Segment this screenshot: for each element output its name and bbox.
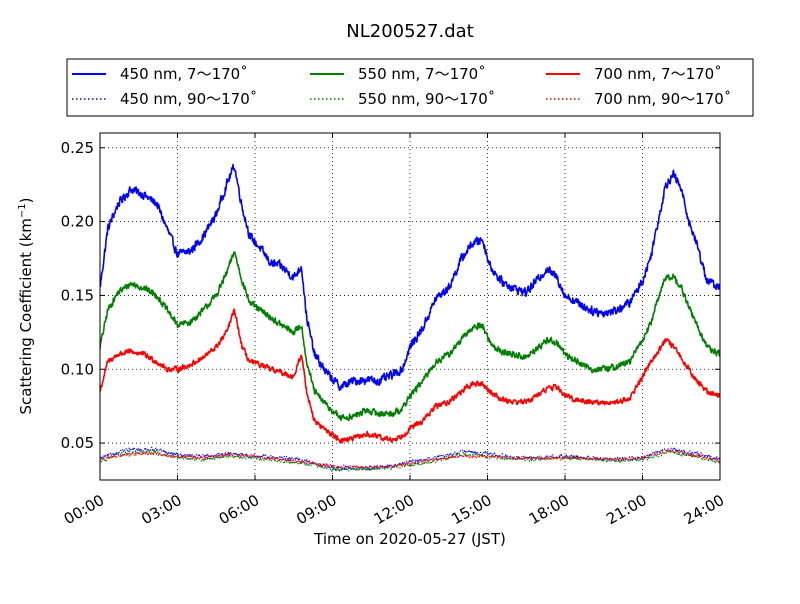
y-axis-label-main: Scattering Coefficient (km	[17, 218, 35, 414]
y-tick-label-2: 0.15	[61, 286, 94, 304]
legend-label-4: 550 nm, 90～170˚	[358, 90, 495, 108]
series-line-5	[100, 448, 720, 470]
y-axis-label: Scattering Coefficient (km−1)	[17, 197, 35, 414]
y-tick-labels: 0.05 0.10 0.15 0.20 0.25	[61, 139, 94, 452]
series-layer	[100, 163, 720, 473]
legend-label-5: 700 nm, 90～170˚	[594, 90, 731, 108]
y-tick-label-4: 0.25	[61, 139, 94, 157]
axis-ticks	[99, 133, 721, 480]
legend-label-2: 700 nm, 7～170˚	[594, 65, 722, 83]
x-axis-label: Time on 2020-05-27 (JST)	[313, 530, 506, 548]
legend-label-3: 450 nm, 90～170˚	[120, 90, 257, 108]
chart-title: NL200527.dat	[346, 21, 473, 42]
series-line-0	[100, 163, 720, 392]
y-tick-label-0: 0.05	[61, 434, 94, 452]
legend-label-1: 550 nm, 7～170˚	[358, 65, 486, 83]
series-line-2	[100, 308, 720, 444]
y-axis-label-superscript: −1	[17, 203, 28, 218]
y-tick-label-3: 0.20	[61, 213, 94, 231]
legend-label-0: 450 nm, 7～170˚	[120, 65, 248, 83]
y-axis-label-close: )	[17, 197, 35, 203]
legend-frame	[66, 58, 754, 117]
series-line-3	[100, 446, 720, 471]
y-tick-label-1: 0.10	[61, 360, 94, 378]
legend: 450 nm, 7～170˚ 550 nm, 7～170˚ 700 nm, 7～17…	[66, 58, 754, 117]
grid	[100, 133, 720, 480]
series-line-1	[100, 251, 720, 422]
